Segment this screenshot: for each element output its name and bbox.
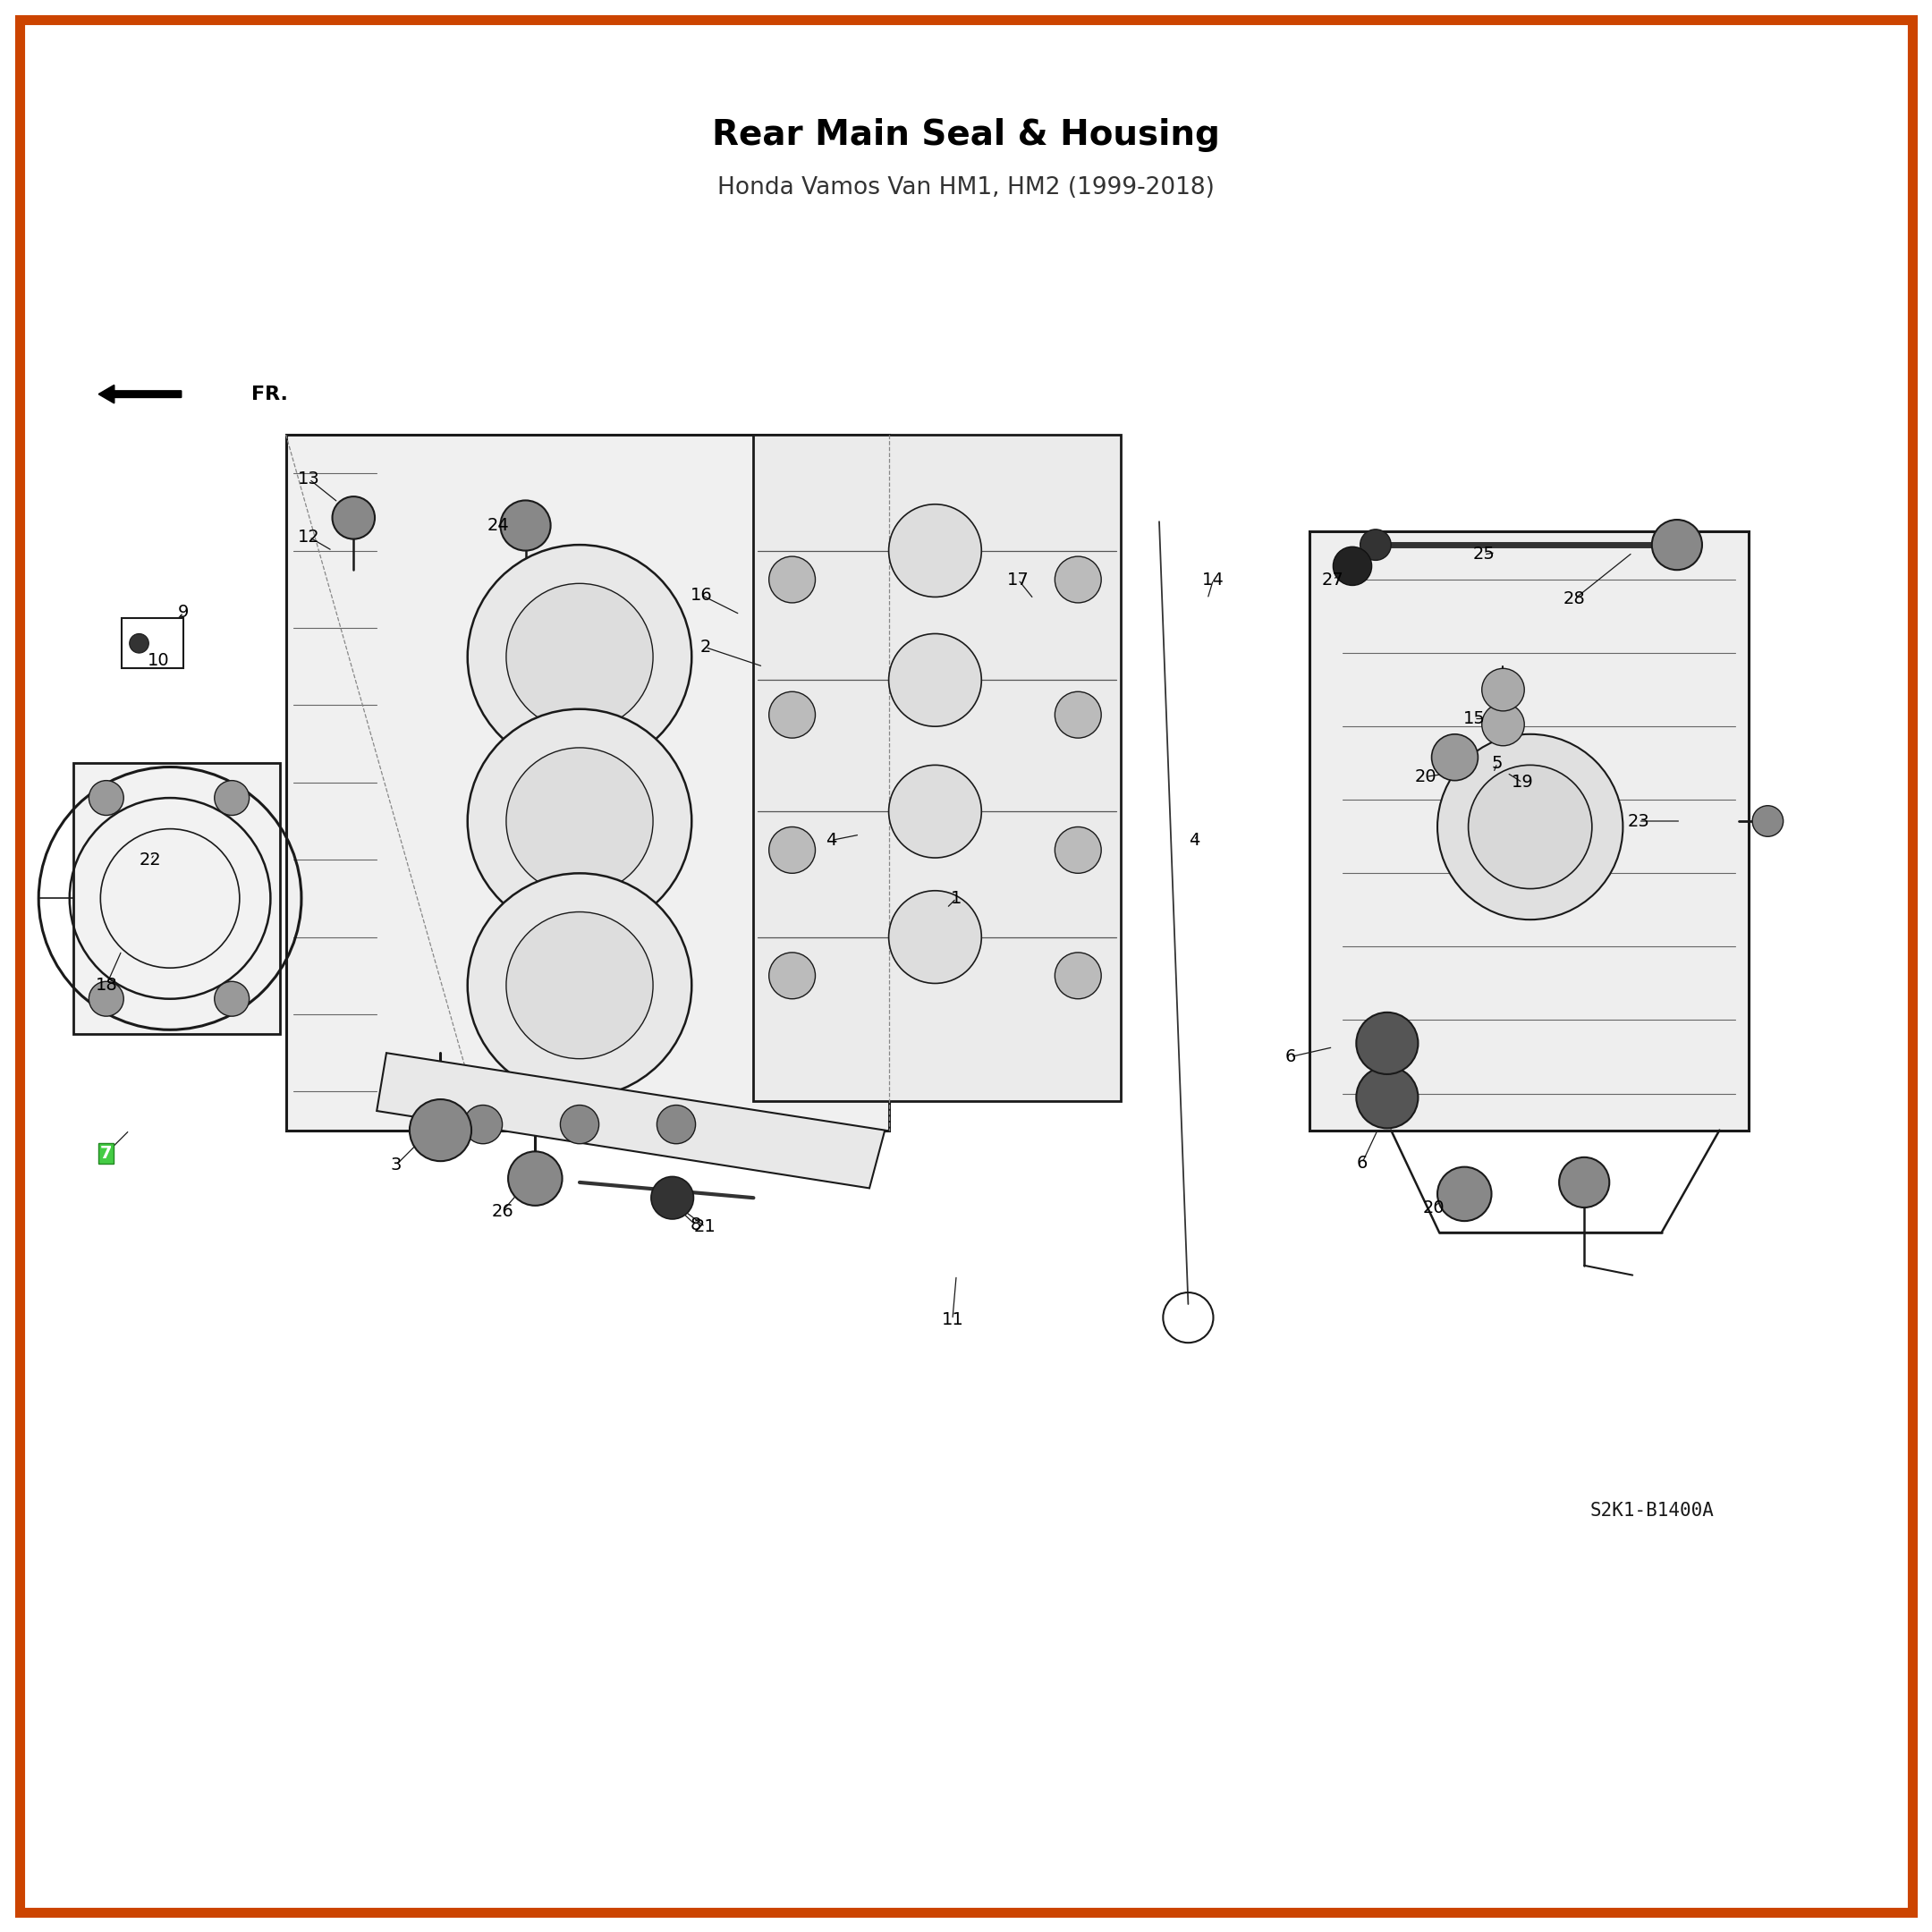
Text: 10: 10 <box>147 653 170 668</box>
Text: 27: 27 <box>1321 572 1345 587</box>
Circle shape <box>1055 952 1101 999</box>
Polygon shape <box>377 1053 885 1188</box>
FancyArrowPatch shape <box>99 384 182 404</box>
Circle shape <box>1333 547 1372 585</box>
Circle shape <box>560 1105 599 1144</box>
Text: 24: 24 <box>487 518 510 533</box>
Circle shape <box>1482 703 1524 746</box>
Text: 8: 8 <box>690 1217 701 1233</box>
Polygon shape <box>753 435 1121 1101</box>
Circle shape <box>769 692 815 738</box>
FancyBboxPatch shape <box>19 19 1913 1913</box>
Circle shape <box>506 912 653 1059</box>
Circle shape <box>651 1177 694 1219</box>
Circle shape <box>468 709 692 933</box>
Circle shape <box>464 1105 502 1144</box>
Polygon shape <box>1310 531 1748 1130</box>
Text: Rear Main Seal & Housing: Rear Main Seal & Housing <box>713 118 1219 153</box>
Text: 3: 3 <box>390 1157 402 1173</box>
Text: 21: 21 <box>694 1219 717 1235</box>
Text: 15: 15 <box>1463 711 1486 726</box>
Circle shape <box>506 583 653 730</box>
Circle shape <box>657 1105 696 1144</box>
Text: 18: 18 <box>95 978 118 993</box>
Text: 1: 1 <box>951 891 962 906</box>
Circle shape <box>410 1099 471 1161</box>
Circle shape <box>889 634 981 726</box>
Bar <box>122 618 184 668</box>
Text: 28: 28 <box>1563 591 1586 607</box>
Circle shape <box>89 981 124 1016</box>
Circle shape <box>1055 556 1101 603</box>
Text: 20: 20 <box>1422 1200 1445 1215</box>
Text: 4: 4 <box>825 833 837 848</box>
Circle shape <box>889 765 981 858</box>
Circle shape <box>1752 806 1783 837</box>
Text: 25: 25 <box>1472 547 1495 562</box>
Circle shape <box>769 827 815 873</box>
Text: 7: 7 <box>100 1146 112 1161</box>
Circle shape <box>1356 1012 1418 1074</box>
Circle shape <box>332 497 375 539</box>
Text: 13: 13 <box>298 471 321 487</box>
Circle shape <box>500 500 551 551</box>
Text: 26: 26 <box>491 1204 514 1219</box>
Circle shape <box>214 981 249 1016</box>
Circle shape <box>1437 1167 1492 1221</box>
Circle shape <box>1432 734 1478 781</box>
Circle shape <box>889 891 981 983</box>
Circle shape <box>1356 1066 1418 1128</box>
Circle shape <box>1468 765 1592 889</box>
Text: 17: 17 <box>1007 572 1030 587</box>
Text: 22: 22 <box>139 852 162 867</box>
Text: 5: 5 <box>1492 755 1503 771</box>
Circle shape <box>1055 827 1101 873</box>
Text: 19: 19 <box>1511 775 1534 790</box>
Text: 2: 2 <box>699 639 711 655</box>
Text: 20: 20 <box>1414 769 1437 784</box>
Text: 11: 11 <box>941 1312 964 1327</box>
Text: 14: 14 <box>1202 572 1225 587</box>
Circle shape <box>506 748 653 895</box>
Text: S2K1-B1400A: S2K1-B1400A <box>1590 1501 1714 1520</box>
Text: 12: 12 <box>298 529 321 545</box>
Circle shape <box>129 634 149 653</box>
Circle shape <box>1360 529 1391 560</box>
Circle shape <box>1559 1157 1609 1208</box>
Circle shape <box>769 556 815 603</box>
Text: 9: 9 <box>178 605 189 620</box>
Circle shape <box>468 873 692 1097</box>
Text: 6: 6 <box>1356 1155 1368 1171</box>
Circle shape <box>1652 520 1702 570</box>
Circle shape <box>769 952 815 999</box>
Circle shape <box>1482 668 1524 711</box>
Polygon shape <box>286 435 889 1130</box>
Circle shape <box>214 781 249 815</box>
Polygon shape <box>73 763 280 1034</box>
Text: 4: 4 <box>1188 833 1200 848</box>
Circle shape <box>1055 692 1101 738</box>
Text: 16: 16 <box>690 587 713 603</box>
Circle shape <box>89 781 124 815</box>
Text: Honda Vamos Van HM1, HM2 (1999-2018): Honda Vamos Van HM1, HM2 (1999-2018) <box>717 176 1215 199</box>
Circle shape <box>889 504 981 597</box>
Circle shape <box>1437 734 1623 920</box>
Text: 6: 6 <box>1285 1049 1296 1065</box>
Text: 23: 23 <box>1627 813 1650 829</box>
Text: FR.: FR. <box>251 384 288 404</box>
Circle shape <box>508 1151 562 1206</box>
Circle shape <box>468 545 692 769</box>
